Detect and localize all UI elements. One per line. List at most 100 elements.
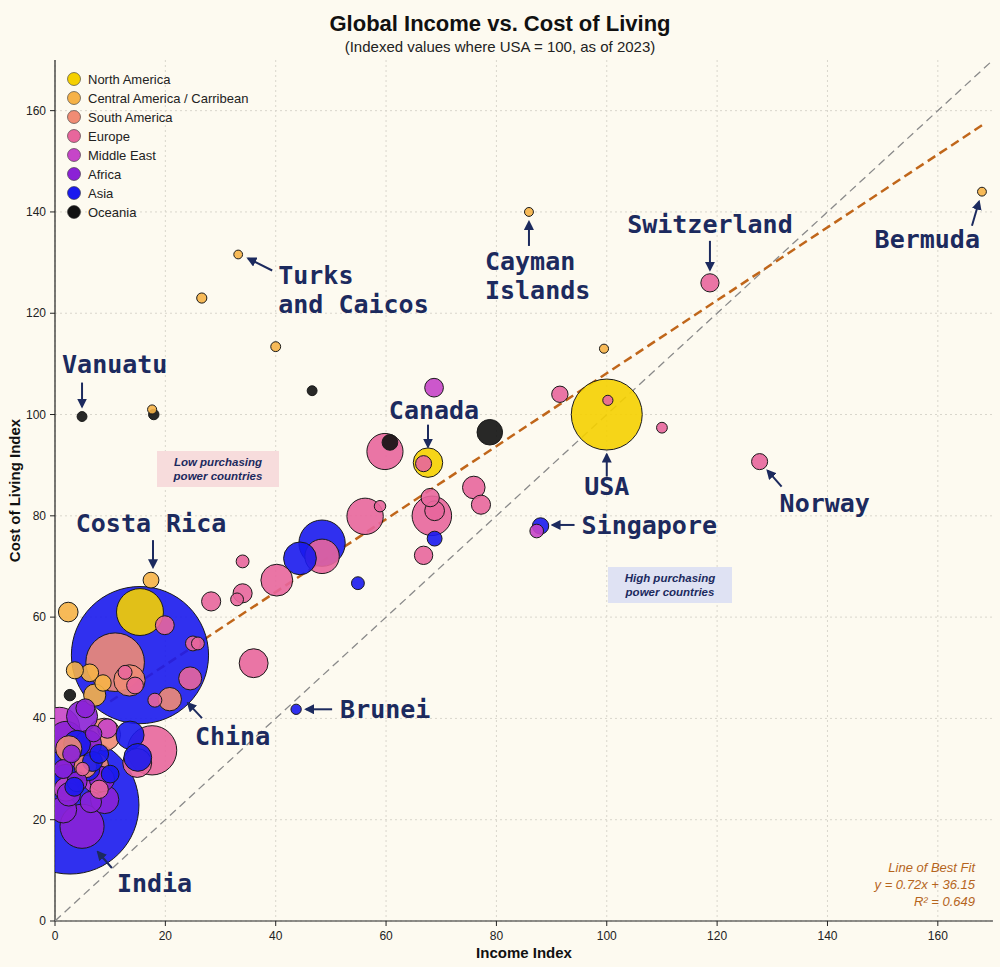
background (0, 0, 1000, 967)
bubble (64, 689, 75, 700)
bubble (471, 495, 490, 514)
legend-marker (68, 168, 81, 181)
legend-label: South America (88, 110, 173, 125)
x-tick (606, 921, 607, 926)
bubble (427, 531, 442, 546)
bubble (261, 564, 293, 596)
x-tick (275, 921, 276, 926)
bubble (374, 500, 385, 511)
bubble (421, 488, 439, 506)
bubble (307, 386, 317, 396)
y-tick-label: 80 (33, 509, 47, 523)
y-tick-label: 160 (26, 104, 46, 118)
x-tick-label: 140 (817, 929, 837, 943)
bubble (234, 250, 243, 259)
annotation-label: Bermuda (875, 225, 980, 254)
y-tick (50, 414, 55, 415)
bubble (71, 587, 208, 724)
reference-line (110, 125, 982, 701)
x-tick-label: 80 (490, 929, 504, 943)
x-tick (386, 921, 387, 926)
legend: North AmericaCentral America / Carribean… (68, 72, 249, 220)
bubble (425, 378, 444, 397)
x-grid-line (165, 60, 166, 921)
fit-label: y = 0.72x + 36.15 (874, 877, 976, 892)
x-grid-line (717, 60, 718, 921)
annotation-arrow (709, 241, 711, 270)
annotation-arrow (768, 471, 782, 487)
bubble (202, 592, 221, 611)
annotation-label: Singapore (582, 511, 717, 540)
region-label: power countries (173, 470, 263, 482)
annotation-line: Cayman (485, 247, 575, 276)
fit-label: Line of Best Fit (888, 860, 976, 875)
annotation-arrow (528, 222, 530, 246)
title: Global Income vs. Cost of Living (329, 11, 670, 36)
x-grid-line (386, 60, 387, 921)
bubble (76, 762, 89, 775)
x-tick-label: 160 (928, 929, 948, 943)
bubble (118, 665, 132, 679)
bubble (603, 395, 613, 405)
annotation-arrow (98, 852, 112, 868)
legend-label: Africa (88, 167, 122, 182)
y-grid-line (55, 921, 993, 922)
legend-label: Europe (88, 129, 130, 144)
legend-marker (68, 149, 81, 162)
legend-marker (68, 92, 81, 105)
bubble (65, 777, 84, 796)
bubble (657, 422, 668, 433)
bubble (239, 649, 268, 678)
x-tick-label: 120 (707, 929, 727, 943)
y-tick-label: 140 (26, 205, 46, 219)
bubble (978, 187, 987, 196)
y-tick-label: 20 (33, 813, 47, 827)
y-grid-line (55, 414, 993, 415)
bubble (63, 745, 81, 763)
bubble (413, 448, 442, 477)
region-label: power countries (625, 586, 715, 598)
x-grid-line (496, 60, 497, 921)
bubble (155, 616, 174, 635)
bubble (416, 456, 432, 472)
bubble (191, 637, 204, 650)
x-tick (937, 921, 938, 926)
y-grid-line (55, 718, 993, 719)
bubble (197, 293, 207, 303)
bubble (179, 667, 202, 690)
legend-marker (68, 206, 81, 219)
annotation-label: USA (584, 472, 629, 501)
legend-label: Middle East (88, 148, 156, 163)
region-box (608, 567, 732, 603)
bubble (90, 744, 109, 763)
x-grid-line (937, 60, 938, 921)
y-grid-line (55, 819, 993, 820)
y-tick-label: 60 (33, 610, 47, 624)
subtitle: (Indexed values where USA = 100, as of 2… (345, 38, 656, 55)
bubble (56, 736, 82, 762)
bubble (85, 725, 101, 741)
annotation-label: China (195, 722, 270, 751)
bubble (127, 677, 144, 694)
annotation-label: Switzerland (627, 210, 793, 239)
bubble (58, 602, 78, 622)
bubble (477, 419, 503, 445)
bubble (571, 379, 642, 450)
x-axis-label: Income Index (476, 944, 573, 961)
annotation-label: Turksand Caicos (278, 261, 429, 319)
legend-label: Central America / Carribean (88, 91, 248, 106)
bubble (143, 572, 159, 588)
annotation-arrow (553, 524, 575, 526)
annotation-arrow (188, 703, 202, 718)
y-tick (50, 718, 55, 719)
y-tick-label: 100 (26, 408, 46, 422)
bubble (351, 577, 364, 590)
annotations: USACanadaBermudaCaymanIslandsTurksand Ca… (62, 202, 980, 898)
x-axis-line (55, 920, 993, 921)
annotation-label: Brunei (340, 695, 430, 724)
x-tick (496, 921, 497, 926)
region-label: Low purchasing (174, 456, 262, 468)
bubble (114, 665, 145, 696)
grid (55, 60, 993, 921)
bubble (367, 433, 403, 469)
